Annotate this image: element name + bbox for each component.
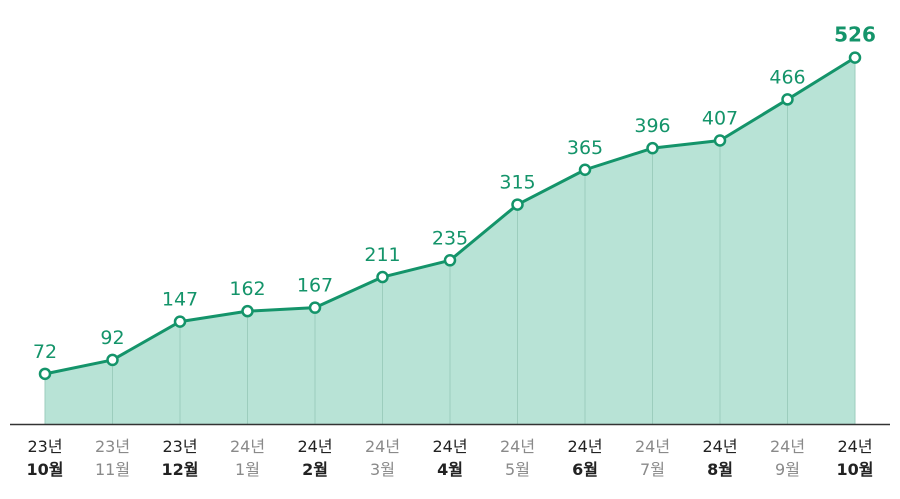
x-tick-year-label: 24년 xyxy=(567,437,602,456)
x-axis-tick-labels: 23년 10월 23년 11월 23년 12월 24년 1월 24년 2월 24년 3월 24년 4월 24… xyxy=(27,437,874,479)
x-tick-month-label: 8월 xyxy=(707,460,733,479)
x-tick-month-label: 10월 xyxy=(27,460,64,479)
data-label: 92 xyxy=(100,327,124,349)
data-point xyxy=(376,270,389,284)
data-label: 211 xyxy=(364,244,400,266)
data-label: 407 xyxy=(702,108,738,130)
x-tick-year-label: 24년 xyxy=(837,437,872,456)
x-tick-year-label: 23년 xyxy=(95,437,130,456)
data-point xyxy=(38,367,52,381)
x-tick-month-label: 11월 xyxy=(95,460,130,479)
x-tick-year-label: 23년 xyxy=(27,437,62,456)
x-tick-year-label: 23년 xyxy=(162,437,197,456)
data-point xyxy=(106,353,119,367)
x-tick-year-label: 24년 xyxy=(432,437,467,456)
data-point xyxy=(578,163,592,177)
data-labels: 72 92 147 162 167 211 235 315 365 396 407 466 526 xyxy=(33,23,876,363)
x-tick-year-label: 24년 xyxy=(297,437,332,456)
data-label: 72 xyxy=(33,341,57,363)
x-tick-month-label: 9월 xyxy=(775,460,800,479)
data-point xyxy=(781,93,794,106)
data-point xyxy=(646,141,659,155)
data-point xyxy=(511,198,524,211)
x-tick-year-label: 24년 xyxy=(635,437,670,456)
data-point xyxy=(308,301,322,314)
data-point xyxy=(173,315,187,328)
data-points xyxy=(38,51,862,381)
x-tick-month-label: 7월 xyxy=(640,460,665,479)
data-point xyxy=(241,304,254,318)
x-tick-year-label: 24년 xyxy=(365,437,400,456)
drop-lines xyxy=(44,57,856,424)
x-tick-month-label: 6월 xyxy=(572,460,598,479)
x-tick-month-label: 2월 xyxy=(302,460,328,479)
x-tick-year-label: 24년 xyxy=(230,437,265,456)
x-tick-month-label: 10월 xyxy=(837,460,874,479)
x-tick-month-label: 1월 xyxy=(235,460,260,479)
data-label: 365 xyxy=(567,137,603,159)
data-label: 526 xyxy=(834,23,876,47)
x-tick-year-label: 24년 xyxy=(702,437,737,456)
data-label: 466 xyxy=(769,66,805,88)
data-point xyxy=(713,134,727,147)
x-tick-year-label: 24년 xyxy=(500,437,535,456)
data-point xyxy=(443,254,457,267)
data-label: 167 xyxy=(297,275,333,297)
x-tick-month-label: 12월 xyxy=(162,460,199,479)
data-label: 396 xyxy=(634,115,670,137)
x-tick-month-label: 5월 xyxy=(505,460,530,479)
x-tick-year-label: 24년 xyxy=(770,437,805,456)
x-tick-month-label: 4월 xyxy=(437,460,463,479)
data-label: 162 xyxy=(229,278,265,300)
data-point xyxy=(848,51,862,64)
data-label: 147 xyxy=(162,289,198,311)
data-label: 315 xyxy=(499,172,535,194)
data-label: 235 xyxy=(432,227,468,249)
x-tick-month-label: 3월 xyxy=(370,460,395,479)
